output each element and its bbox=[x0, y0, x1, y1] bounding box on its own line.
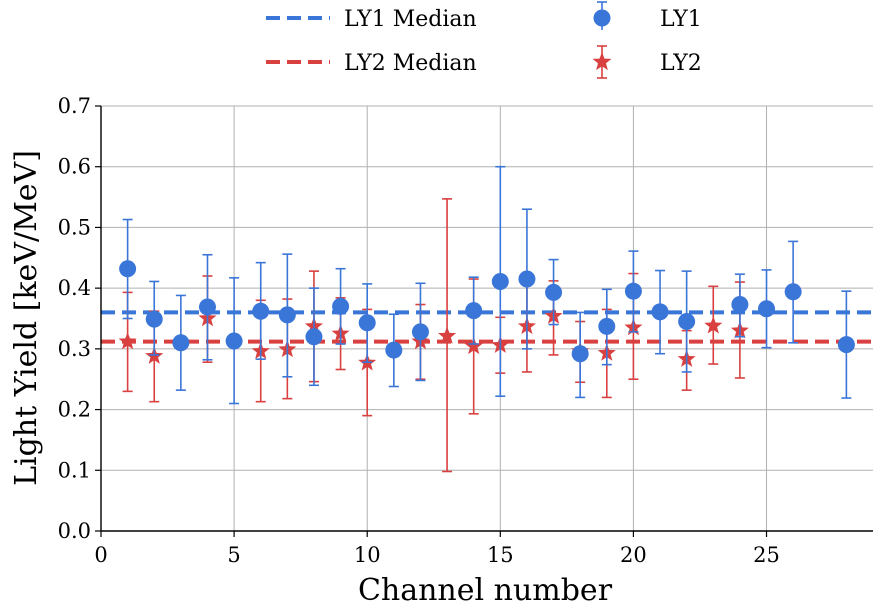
ly1-marker bbox=[571, 345, 589, 363]
ly1-marker bbox=[598, 317, 616, 335]
ly1-point bbox=[491, 165, 509, 398]
ly2-point bbox=[438, 198, 457, 473]
x-tick-label: 5 bbox=[227, 543, 240, 567]
ly1-marker bbox=[465, 302, 483, 320]
ly1-point bbox=[598, 288, 616, 366]
ly1-point bbox=[172, 294, 190, 391]
ly1-marker bbox=[278, 306, 296, 324]
ly1-point bbox=[305, 287, 323, 387]
ly1-marker bbox=[411, 323, 429, 341]
legend-label-ly2: LY2 bbox=[660, 51, 702, 76]
x-axis-title: Channel number bbox=[358, 573, 613, 608]
x-tick-label: 15 bbox=[487, 543, 514, 567]
ly1-point bbox=[465, 276, 483, 345]
series-ly1 bbox=[119, 165, 855, 405]
ly1-point bbox=[358, 283, 376, 364]
ly1-marker bbox=[758, 300, 776, 318]
ly1-marker bbox=[837, 336, 855, 354]
ly2-marker bbox=[704, 316, 723, 334]
y-tick-label: 0.5 bbox=[58, 215, 91, 239]
ly1-point bbox=[571, 311, 589, 399]
x-tick-label: 20 bbox=[620, 543, 647, 567]
ly1-point bbox=[332, 267, 350, 345]
grid bbox=[100, 105, 873, 532]
ly1-point bbox=[758, 269, 776, 349]
ly1-point bbox=[119, 218, 137, 320]
ly1-marker bbox=[731, 296, 749, 314]
ly2-marker bbox=[464, 336, 483, 355]
y-tick-label: 0.0 bbox=[58, 519, 91, 543]
y-tick-label: 0.3 bbox=[58, 337, 91, 361]
legend-swatch-ly2 bbox=[592, 45, 612, 79]
ly1-point bbox=[731, 273, 749, 338]
ly1-marker bbox=[145, 310, 163, 328]
axes: 0 5 10 15 20 25 0.0 0.1 0.2 0.3 0.4 0.5 0.6 0.7 bbox=[58, 94, 873, 567]
ly1-marker bbox=[518, 270, 536, 288]
ly1-point bbox=[145, 280, 163, 356]
ly1-marker bbox=[225, 332, 243, 350]
ly1-point bbox=[252, 261, 270, 360]
ly1-marker bbox=[198, 298, 216, 316]
x-tick-label: 0 bbox=[94, 543, 107, 567]
ly1-point bbox=[837, 290, 855, 399]
median-lines bbox=[101, 310, 873, 344]
ly1-marker bbox=[332, 297, 350, 315]
ly1-point bbox=[385, 313, 403, 388]
legend-label-ly1-median: LY1 Median bbox=[344, 7, 477, 32]
ly1-marker bbox=[784, 283, 802, 301]
ly1-marker bbox=[651, 303, 669, 321]
legend-label-ly2-median: LY2 Median bbox=[344, 51, 477, 76]
y-tick-label: 0.6 bbox=[58, 155, 91, 179]
ly1-point bbox=[784, 240, 802, 344]
legend-swatch-ly1 bbox=[593, 1, 611, 30]
ly1-point bbox=[678, 270, 696, 373]
ly2-point bbox=[704, 285, 723, 365]
x-tick-label: 10 bbox=[354, 543, 381, 567]
ly1-marker bbox=[678, 313, 696, 331]
ly1-point bbox=[278, 253, 296, 378]
ly1-point bbox=[545, 258, 563, 326]
ly1-point bbox=[198, 253, 216, 361]
y-axis-title: Light Yield [keV/MeV] bbox=[9, 150, 44, 486]
ly1-point bbox=[651, 269, 669, 355]
ly1-marker bbox=[172, 334, 190, 352]
y-tick-label: 0.4 bbox=[58, 276, 91, 300]
ly1-marker bbox=[624, 282, 642, 300]
x-tick-label: 25 bbox=[753, 543, 780, 567]
ly1-marker bbox=[119, 260, 137, 278]
ly1-point bbox=[411, 282, 429, 382]
legend: LY1 Median LY2 Median LY1 LY2 bbox=[266, 1, 702, 79]
ly1-point bbox=[518, 208, 536, 350]
ly2-marker bbox=[438, 326, 457, 344]
ly1-marker bbox=[491, 272, 509, 290]
ly1-marker bbox=[305, 328, 323, 346]
ly1-marker bbox=[252, 302, 270, 320]
series-ly2 bbox=[118, 198, 749, 473]
ly1-marker bbox=[385, 341, 403, 359]
y-tick-label: 0.1 bbox=[58, 458, 91, 482]
ly1-marker bbox=[358, 314, 376, 332]
y-tick-label: 0.2 bbox=[58, 398, 91, 422]
legend-label-ly1: LY1 bbox=[660, 7, 702, 32]
ly1-point bbox=[225, 277, 243, 405]
y-tick-label: 0.7 bbox=[58, 94, 91, 118]
ly1-point bbox=[624, 250, 642, 333]
ly2-marker bbox=[118, 332, 137, 350]
ly1-marker bbox=[545, 283, 563, 301]
